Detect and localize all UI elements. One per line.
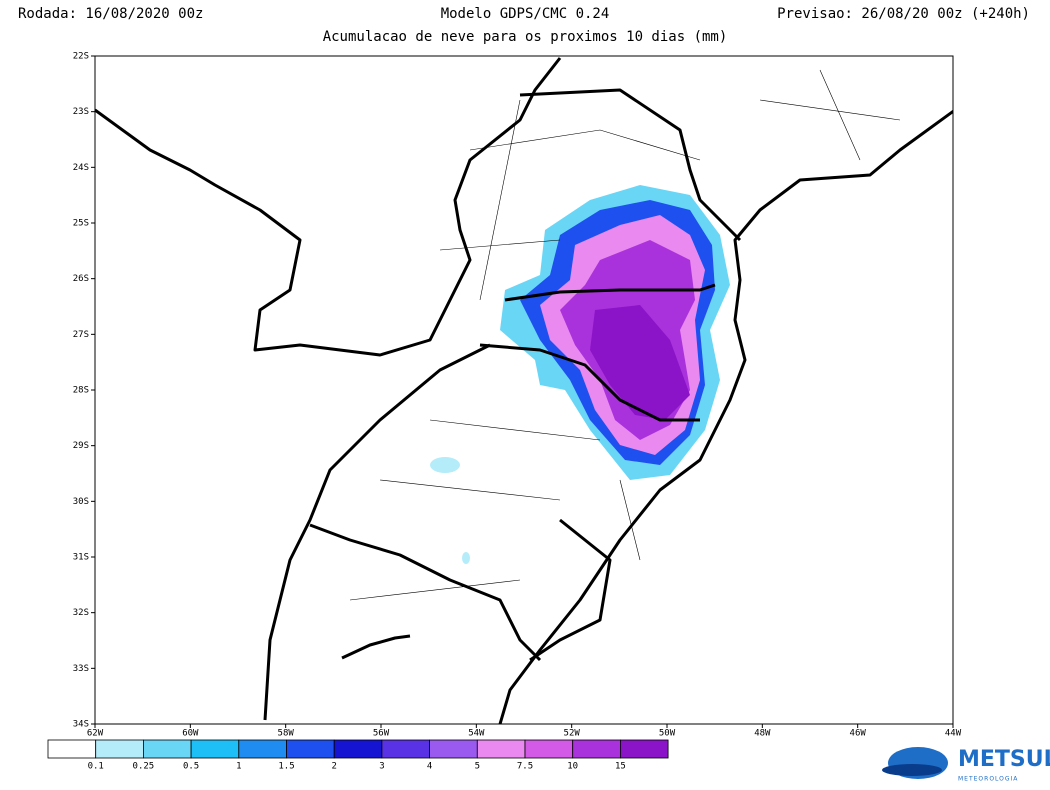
lat-label: 27S — [73, 330, 89, 340]
colorbar-label: 3 — [379, 762, 384, 772]
colorbar-label: 4 — [427, 762, 432, 772]
colorbar-label: 0.1 — [88, 762, 104, 772]
run-time: Rodada: 16/08/2020 00z — [18, 6, 203, 22]
lat-label: 32S — [73, 608, 89, 618]
lat-label: 29S — [73, 441, 89, 451]
lon-label: 58W — [278, 729, 295, 739]
lon-label: 54W — [468, 729, 485, 739]
lat-label: 30S — [73, 497, 89, 507]
colorbar-box — [47, 739, 97, 759]
colorbar-label: 7.5 — [517, 762, 533, 772]
logo: METSUL METEOROLOGIA — [882, 747, 1050, 783]
lon-label: 60W — [182, 729, 199, 739]
colorbar-box — [524, 739, 574, 759]
colorbar-label: 10 — [567, 762, 578, 772]
colorbar-box — [429, 739, 478, 759]
lon-label: 46W — [850, 729, 867, 739]
lon-label: 56W — [373, 729, 390, 739]
colorbar-label: 15 — [615, 762, 626, 772]
lat-label: 23S — [73, 107, 89, 117]
lat-label: 33S — [73, 664, 89, 674]
colorbar-label: 0.25 — [133, 762, 155, 772]
lat-label: 26S — [73, 274, 89, 284]
colorbar-box — [190, 739, 240, 759]
map: 22S23S24S25S26S27S28S29S30S31S32S33S34S6… — [73, 52, 962, 739]
lat-label: 31S — [73, 553, 89, 563]
colorbar-box — [95, 739, 144, 759]
colorbar-box — [286, 739, 335, 759]
colorbar-box — [572, 739, 621, 759]
lon-label: 48W — [754, 729, 771, 739]
lon-label: 62W — [87, 729, 104, 739]
lat-label: 28S — [73, 386, 89, 396]
colorbar-box — [620, 739, 669, 759]
model-name: Modelo GDPS/CMC 0.24 — [441, 6, 610, 22]
colorbar-label: 1 — [236, 762, 241, 772]
lat-label: 24S — [73, 163, 89, 173]
lat-label: 25S — [73, 219, 89, 229]
colorbar-box — [142, 739, 192, 759]
forecast-time: Previsao: 26/08/20 00z (+240h) — [777, 6, 1030, 22]
colorbar-box — [476, 739, 526, 759]
colorbar: 0.1 0.25 0.5 1 1.5 2 3 4 5 7.5 10 15 — [47, 739, 669, 772]
colorbar-box — [238, 739, 287, 759]
colorbar-box — [381, 739, 430, 759]
logo-name: METSUL — [958, 747, 1050, 772]
colorbar-label: 0.5 — [183, 762, 199, 772]
colorbar-box — [333, 739, 383, 759]
lon-label: 44W — [945, 729, 962, 739]
lat-label: 34S — [73, 720, 89, 730]
lon-label: 50W — [659, 729, 676, 739]
lon-label: 52W — [564, 729, 581, 739]
colorbar-label: 2 — [331, 762, 336, 772]
lat-label: 22S — [73, 52, 89, 62]
logo-tagline: METEOROLOGIA — [958, 776, 1018, 783]
colorbar-label: 1.5 — [278, 762, 294, 772]
map-subtitle: Acumulacao de neve para os proximos 10 d… — [323, 29, 728, 45]
colorbar-label: 5 — [475, 762, 480, 772]
